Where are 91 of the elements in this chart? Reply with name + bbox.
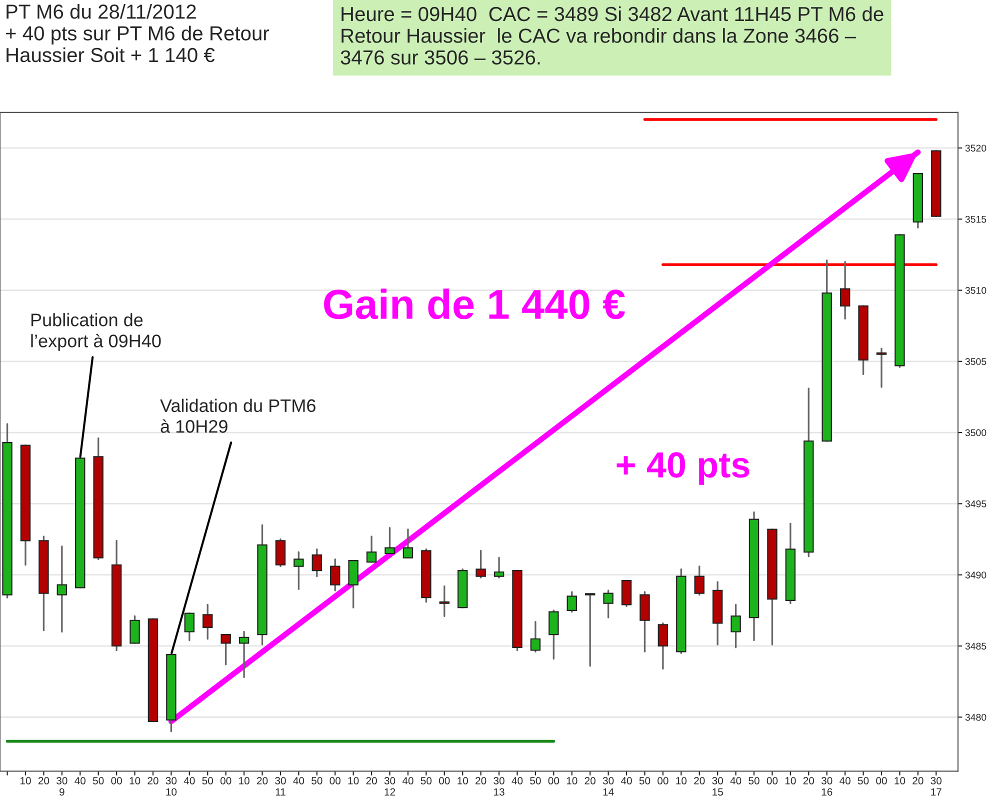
candlestick (366, 536, 377, 563)
candlestick (312, 548, 322, 578)
candlestick (840, 260, 850, 320)
x-tick-label: 10 (458, 777, 468, 784)
x-tick-label: 50 (312, 777, 322, 784)
y-tick-label: 3480 (965, 714, 986, 721)
y-tick-label: 3500 (965, 429, 986, 436)
x-tick-label: 40 (293, 777, 304, 784)
x-tick-label: 50 (420, 777, 432, 784)
candlestick (603, 590, 614, 618)
candlestick (658, 622, 668, 670)
x-tick-label: 00 (111, 777, 122, 784)
y-tick-label: 3515 (965, 216, 986, 223)
x-tick-label: 10 (676, 777, 687, 784)
candlestick (876, 348, 887, 388)
x-tick-label: 50 (858, 777, 869, 784)
chart-title: PT M6 du 28/11/2012 + 40 pts sur PT M6 de Retour Haussier Soit + 1 140 € (6, 4, 270, 62)
y-tick-label: 3505 (965, 358, 986, 366)
candlestick (184, 612, 195, 642)
x-tick-label: 10 (566, 777, 578, 784)
candlestick (548, 610, 559, 660)
x-tick-label: 20 (366, 777, 377, 784)
candlestick (439, 585, 450, 617)
chart-subtitle: Heure = 09H40 CAC = 3489 Si 3482 Avant 11H45 PT M6 de Retour Haussier le CAC va rebondir dans la Zone 3466 – 3476 sur 3506 – 3526. (340, 6, 884, 65)
x-tick-label: 00 (439, 777, 450, 784)
candlestick (330, 558, 340, 592)
candlestick (694, 565, 704, 596)
x-tick-label: 20 (148, 777, 158, 784)
x-tick-label: 30 17 (930, 777, 942, 796)
x-tick-label: 40 (402, 777, 414, 784)
candlestick (476, 550, 486, 579)
annotation: Validation du PTM6 à 10H29 (160, 398, 316, 433)
annotation: + 40 pts (616, 452, 750, 485)
x-tick-label: 20 (38, 777, 50, 784)
candlestick (294, 551, 304, 590)
x-tick-label: 20 (257, 777, 268, 784)
x-tick-label: 30 15 (712, 777, 723, 796)
x-tick-label: 20 (476, 777, 486, 784)
x-tick-label: 30 10 (166, 777, 177, 796)
x-tick-label: 30 12 (384, 777, 396, 796)
x-tick-label: 10 (130, 777, 140, 784)
candlestick (384, 527, 395, 554)
y-tick-label: 3485 (965, 642, 986, 650)
x-tick-label: 30 16 (821, 777, 832, 796)
x-tick-label: 50 (202, 777, 214, 784)
candlestick (220, 634, 231, 666)
y-tick-label: 3490 (965, 572, 986, 578)
x-tick-label: 10 (239, 777, 250, 784)
x-tick-label: 00 (330, 777, 341, 784)
x-tick-label: 10 (348, 777, 359, 784)
x-tick-label: 30 13 (494, 777, 504, 796)
x-tick-label: 10 (894, 777, 906, 784)
x-tick-label: 50 (748, 777, 760, 784)
x-tick-label: 20 (803, 777, 814, 784)
y-tick-label: 3495 (965, 500, 986, 508)
candlestick (238, 630, 250, 678)
x-tick-label: 30 14 (602, 777, 614, 796)
x-tick-label: 00 (548, 777, 560, 784)
x-tick-label: 40 (74, 777, 86, 784)
candlestick (56, 546, 68, 633)
candlestick (130, 615, 140, 644)
candlestick (584, 593, 596, 667)
x-tick-label: 40 (730, 777, 742, 784)
x-tick-label: 50 (639, 777, 650, 784)
x-tick-label: 20 (912, 777, 924, 784)
x-tick-label: 20 (584, 777, 596, 784)
x-tick-label: 50 (92, 777, 104, 784)
x-tick-label: 00 (658, 777, 668, 784)
candlestick (402, 528, 414, 559)
y-tick-label: 3510 (965, 286, 986, 294)
candlestick (202, 604, 213, 640)
x-tick-label: 00 (220, 777, 232, 784)
x-tick-label: 40 (840, 777, 850, 784)
y-tick-label: 3520 (965, 144, 986, 152)
x-tick-label: 30 11 (275, 777, 286, 796)
x-tick-label: 10 (20, 777, 31, 784)
x-tick-label: 40 (620, 777, 632, 784)
annotation: Publication de l’export à 09H40 (31, 313, 161, 351)
x-tick-label: 50 (530, 777, 541, 784)
annotation: Gain de 1 440 € (324, 288, 625, 320)
x-tick-label: 20 (694, 777, 705, 784)
candlestick (494, 556, 504, 579)
candlestick (530, 620, 541, 653)
candlestick (566, 591, 577, 613)
x-tick-label: 40 (512, 777, 523, 784)
x-tick-label: 30 9 (56, 777, 68, 796)
x-tick-label: 40 (184, 777, 195, 784)
x-tick-label: 00 (766, 777, 778, 784)
x-tick-label: 10 (785, 777, 796, 784)
x-tick-label: 00 (876, 777, 887, 784)
candlestick (730, 604, 741, 648)
